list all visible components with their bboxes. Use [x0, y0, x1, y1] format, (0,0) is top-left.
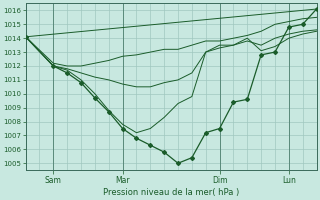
X-axis label: Pression niveau de la mer( hPa ): Pression niveau de la mer( hPa ): [103, 188, 239, 197]
